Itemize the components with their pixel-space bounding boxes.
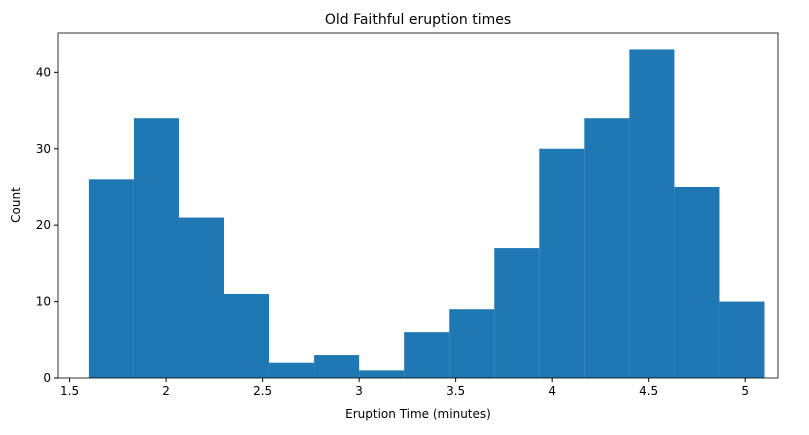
bar xyxy=(178,217,225,378)
x-tick-label: 3.5 xyxy=(446,384,465,398)
x-tick-label: 2 xyxy=(162,384,170,398)
y-tick-label: 30 xyxy=(36,142,51,156)
bar xyxy=(719,301,765,378)
x-tick-label: 5 xyxy=(741,384,749,398)
x-axis-label: Eruption Time (minutes) xyxy=(345,407,491,421)
plot-frame xyxy=(57,32,779,379)
bar xyxy=(539,148,585,378)
y-tick-label: 10 xyxy=(36,295,51,309)
y-tick-label: 20 xyxy=(36,218,51,232)
x-tick-label: 1.5 xyxy=(60,384,79,398)
y-tick-label: 40 xyxy=(36,65,51,79)
bar xyxy=(494,248,540,378)
bar xyxy=(449,309,495,378)
x-tick-label: 2.5 xyxy=(253,384,272,398)
bar xyxy=(359,370,405,378)
bar xyxy=(314,355,360,378)
chart-title: Old Faithful eruption times xyxy=(325,12,511,28)
bar xyxy=(224,293,270,378)
x-tick-label: 4.5 xyxy=(639,384,658,398)
bar xyxy=(133,118,179,378)
bar xyxy=(629,49,675,379)
x-tick-label: 4 xyxy=(548,384,556,398)
y-tick-label: 0 xyxy=(43,371,51,385)
x-tick-label: 3 xyxy=(355,384,363,398)
bar xyxy=(674,186,720,378)
bar xyxy=(404,332,450,378)
y-axis-label: Count xyxy=(9,187,23,223)
bar xyxy=(269,362,315,378)
bar xyxy=(88,179,134,378)
bar xyxy=(584,118,630,378)
